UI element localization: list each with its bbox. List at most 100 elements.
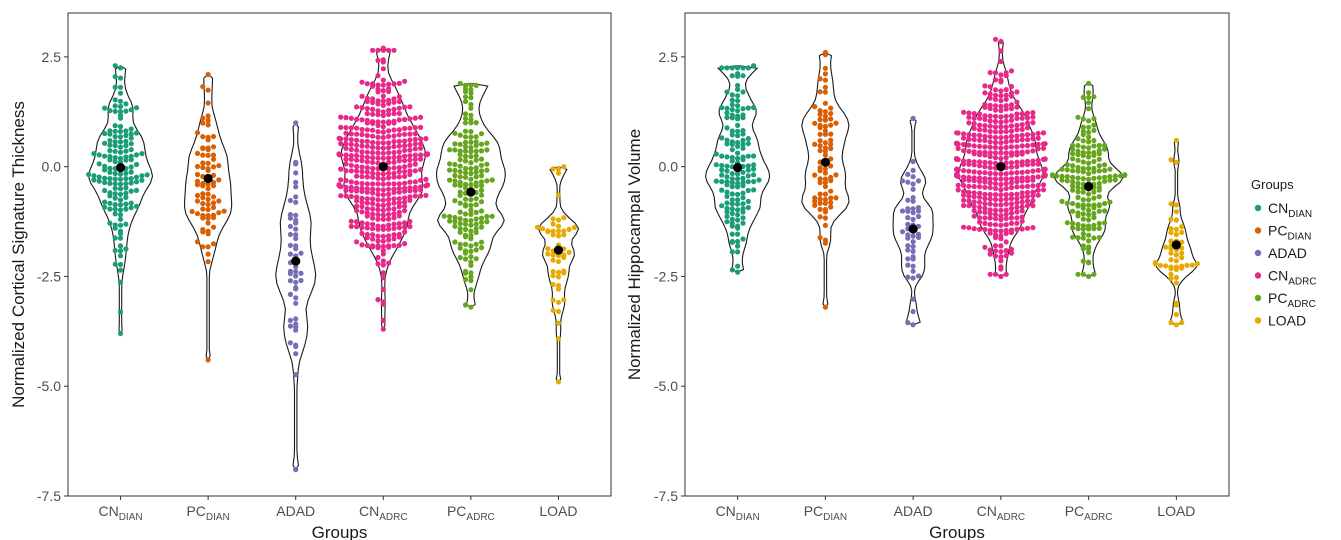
data-point	[359, 143, 365, 149]
data-point	[915, 234, 922, 240]
data-point	[396, 196, 402, 202]
data-point	[817, 206, 823, 212]
data-point	[740, 195, 746, 201]
data-point	[194, 171, 201, 178]
data-point	[370, 139, 376, 146]
data-point	[822, 152, 829, 158]
data-point	[380, 119, 386, 125]
data-point	[359, 131, 365, 138]
data-point	[740, 65, 746, 71]
data-point	[977, 184, 983, 190]
data-point	[117, 222, 124, 228]
data-point	[910, 195, 916, 201]
data-point	[561, 254, 567, 261]
data-point	[1003, 253, 1009, 259]
data-point	[391, 170, 397, 176]
data-point	[987, 84, 993, 90]
data-point	[1014, 152, 1020, 158]
data-point	[828, 141, 834, 147]
x-tick-label: PCDIAN	[804, 503, 847, 523]
data-point	[1086, 246, 1092, 252]
data-point	[1008, 205, 1015, 212]
data-point	[729, 102, 735, 108]
data-point	[1168, 157, 1174, 163]
data-point	[370, 221, 376, 227]
data-point	[375, 134, 381, 140]
data-point	[457, 226, 463, 232]
data-point	[468, 166, 474, 172]
data-point	[287, 197, 293, 204]
data-point	[745, 105, 751, 111]
data-point	[112, 261, 118, 267]
data-point	[555, 192, 562, 198]
data-point	[457, 254, 463, 261]
data-point	[1019, 194, 1025, 200]
data-point	[293, 268, 299, 275]
data-point	[998, 108, 1004, 114]
data-point	[998, 236, 1004, 242]
data-point	[1003, 248, 1009, 254]
data-point	[112, 103, 118, 109]
data-point	[380, 238, 386, 244]
data-point	[1086, 118, 1092, 124]
data-point	[1019, 162, 1025, 168]
data-point	[452, 214, 458, 221]
data-point	[402, 203, 408, 209]
mean-marker	[908, 224, 918, 234]
mean-marker	[203, 173, 213, 184]
data-point	[457, 157, 463, 163]
y-tick-label: 2.5	[42, 49, 62, 65]
x-tick-label: PCADRC	[447, 503, 495, 523]
data-point	[205, 186, 211, 192]
data-point	[354, 163, 360, 170]
data-point	[473, 202, 479, 208]
data-point	[550, 228, 556, 234]
data-point	[473, 120, 479, 126]
data-point	[1075, 164, 1081, 170]
data-point	[1014, 184, 1020, 190]
data-point	[1173, 280, 1179, 286]
data-point	[735, 238, 741, 245]
data-point	[102, 130, 108, 137]
data-point	[977, 190, 983, 196]
data-point	[1008, 123, 1015, 129]
data-point	[216, 163, 222, 169]
data-point	[1091, 137, 1097, 144]
data-point	[473, 229, 479, 236]
group-pc-adrc	[1049, 80, 1128, 280]
data-point	[117, 186, 124, 192]
data-point	[205, 147, 211, 153]
data-point	[992, 196, 999, 203]
data-point	[1091, 158, 1097, 165]
data-point	[992, 134, 999, 141]
data-point	[380, 109, 386, 115]
data-point	[982, 215, 988, 221]
data-point	[1040, 130, 1047, 136]
data-point	[1030, 225, 1036, 231]
data-point	[982, 164, 988, 170]
data-point	[982, 196, 988, 202]
data-point	[112, 148, 118, 154]
data-point	[102, 204, 108, 210]
data-point	[380, 187, 386, 193]
data-point	[550, 281, 556, 288]
data-point	[1075, 143, 1081, 149]
data-point	[1070, 151, 1076, 157]
data-point	[1086, 154, 1092, 160]
data-point	[1080, 246, 1086, 252]
data-point	[457, 141, 463, 147]
data-point	[468, 176, 474, 182]
data-point	[1008, 201, 1015, 207]
data-point	[391, 133, 397, 139]
data-point	[910, 239, 916, 245]
data-point	[402, 241, 408, 247]
data-point	[189, 208, 195, 215]
data-point	[910, 210, 916, 216]
data-point	[123, 185, 129, 191]
data-point	[452, 161, 458, 168]
data-point	[370, 155, 376, 161]
data-point	[555, 166, 562, 172]
data-point	[724, 141, 730, 147]
data-point	[112, 159, 118, 165]
data-point	[370, 170, 376, 176]
